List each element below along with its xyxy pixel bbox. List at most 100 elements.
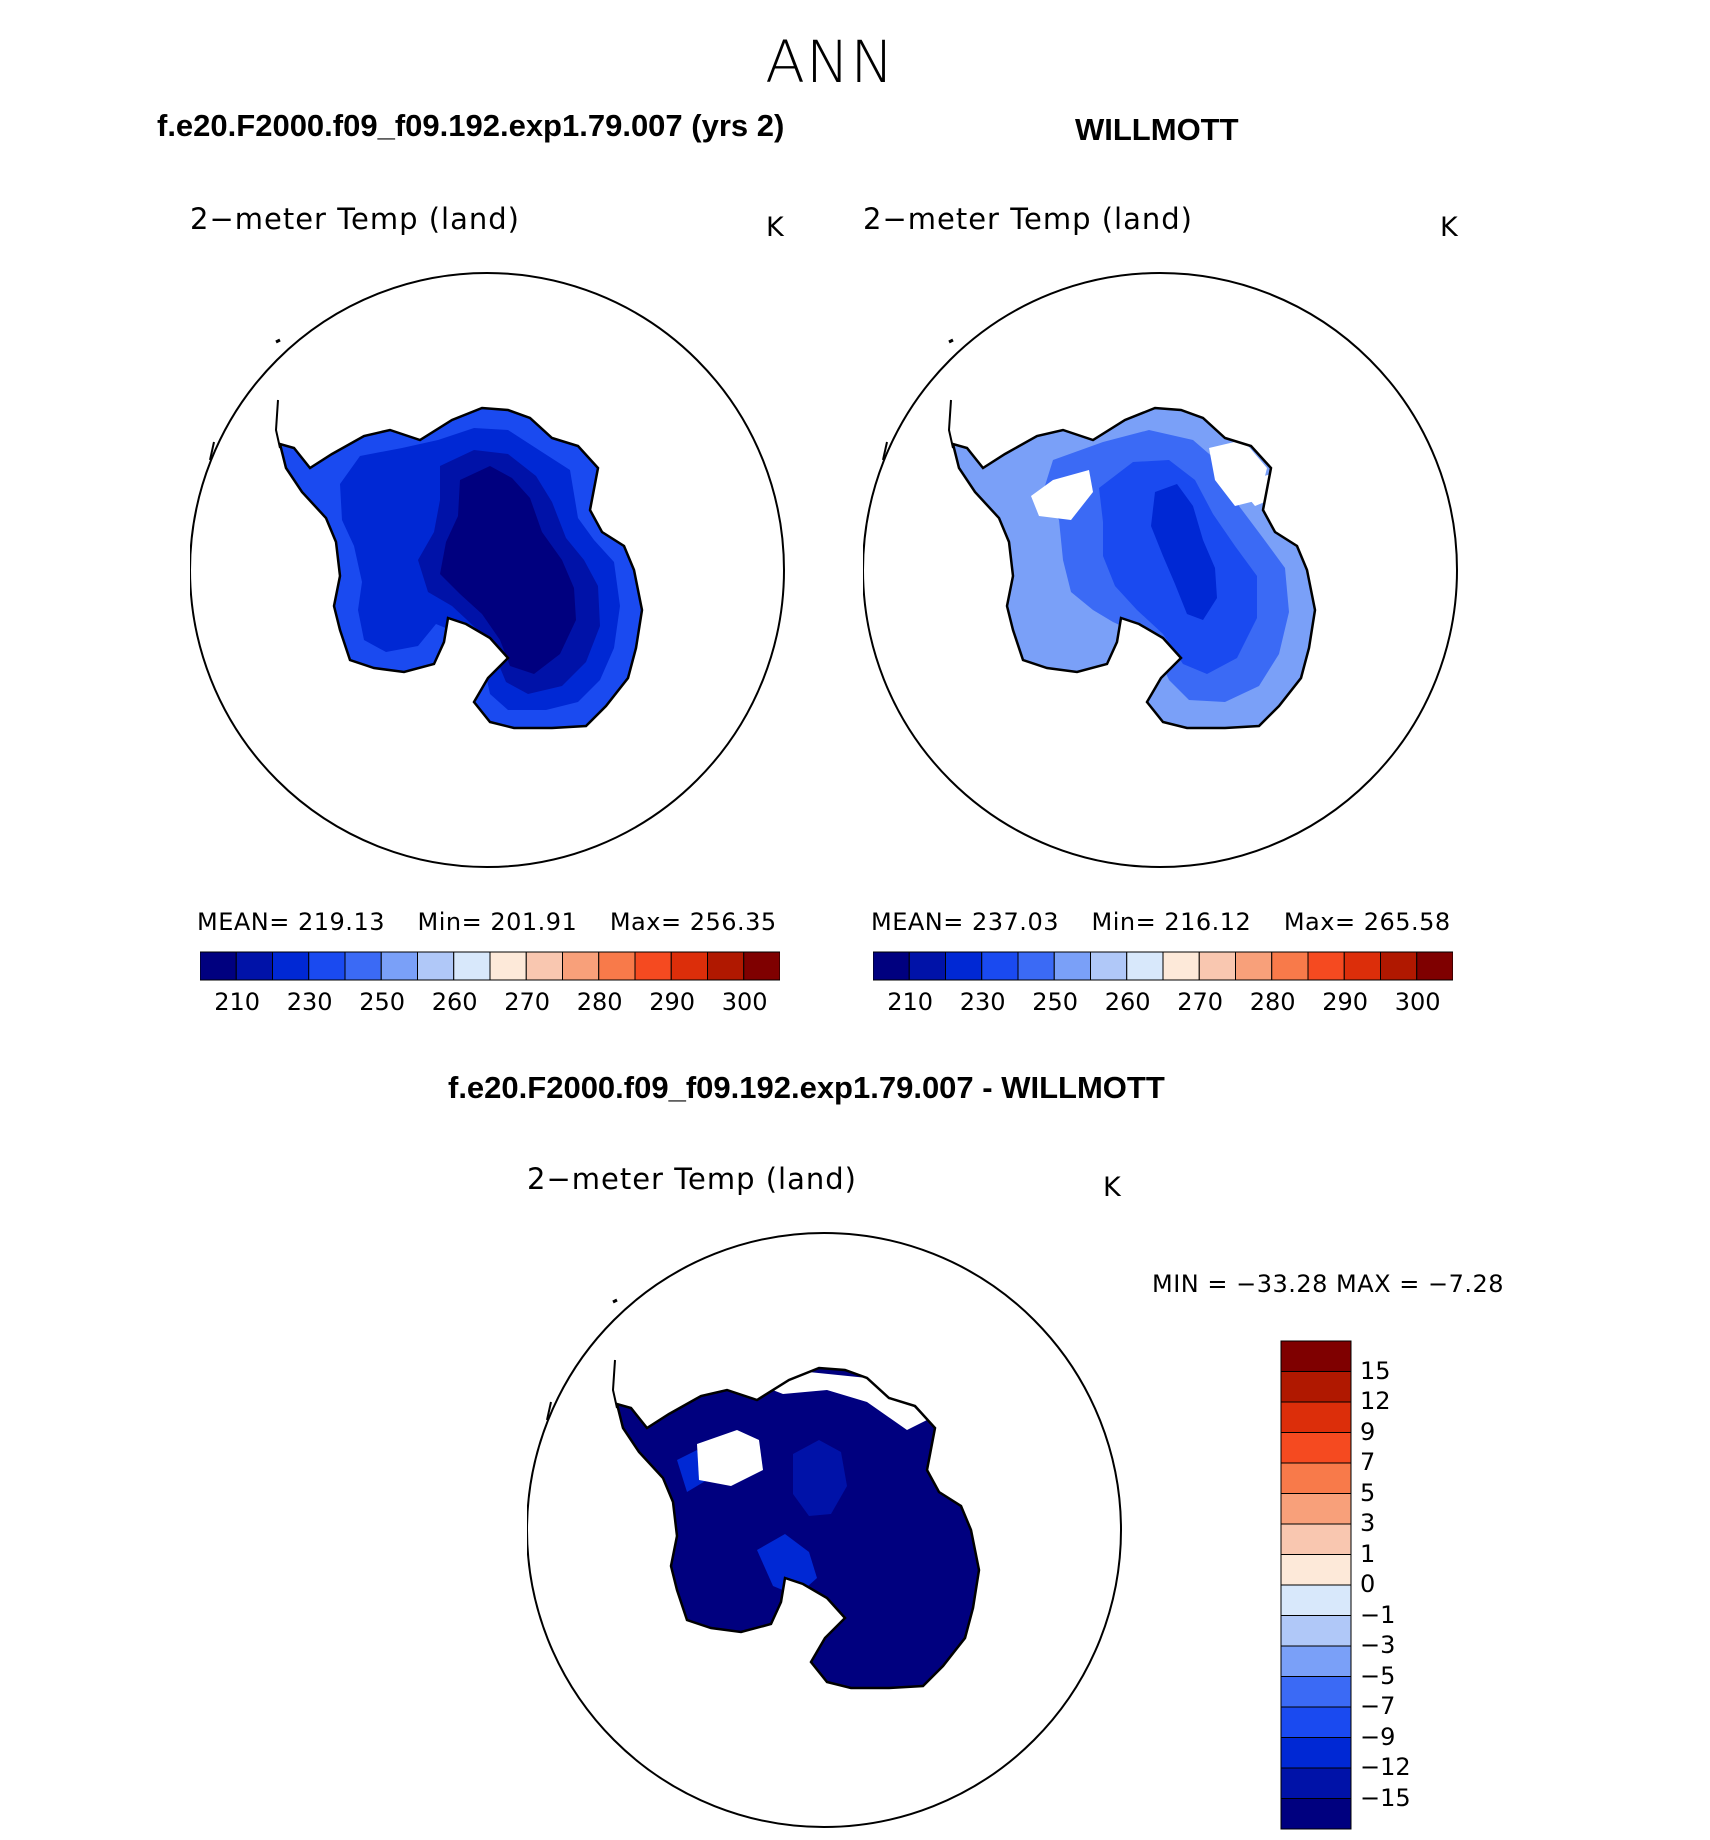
model-units: K [766,212,784,243]
model-mean-value: 219.13 [298,908,385,936]
diff-colorbar-tick-label: 3 [1360,1509,1376,1537]
model-colorbar-box-6 [417,951,455,981]
obs-colorbar-box-9 [1198,951,1236,981]
model-colorbar-box-0 [200,951,237,981]
model-colorbar-tick-label: 260 [431,988,478,1016]
obs-mean-value: 237.03 [972,908,1059,936]
model-colorbar-tick-label: 290 [649,988,696,1016]
diff-island-2 [546,1401,552,1421]
obs-colorbar [873,951,1453,981]
model-colorbar-box-12 [634,951,672,981]
model-island-2 [209,441,215,461]
diff-colorbar-box-0 [1280,1340,1352,1372]
diff-colorbar-tick-label: 0 [1360,1570,1376,1598]
obs-peninsula-coast [947,399,954,449]
model-mean-label: MEAN= [197,908,290,936]
diff-colorbar-box-2 [1280,1401,1352,1433]
diff-fill-patch [793,1440,847,1516]
diff-colorbar [1280,1340,1352,1830]
model-colorbar [200,951,780,981]
model-case-title: f.e20.F2000.f09_f09.192.exp1.79.007 (yrs… [157,108,785,143]
obs-colorbar-box-0 [873,951,910,981]
model-stats: MEAN= 219.13 Min= 201.91 Max= 256.35 [197,908,777,936]
obs-units: K [1440,212,1458,243]
obs-colorbar-tick-label: 300 [1394,988,1441,1016]
diff-colorbar-box-11 [1280,1676,1352,1708]
diff-units: K [1103,1172,1121,1203]
diff-colorbar-box-7 [1280,1554,1352,1586]
model-colorbar-box-2 [272,951,310,981]
obs-colorbar-box-10 [1235,951,1273,981]
obs-colorbar-tick-label: 210 [887,988,934,1016]
diff-colorbar-tick-label: 1 [1360,1539,1376,1568]
obs-mean-label: MEAN= [871,908,964,936]
diff-fill-edge [757,1534,817,1596]
diff-peninsula-coast [611,1359,618,1409]
obs-colorbar-box-5 [1053,951,1091,981]
diff-colorbar-box-1 [1280,1371,1352,1403]
diff-coastline [615,1366,981,1690]
diff-colorbar-ticks: 15 12 9 7 5 3 1 0 −1 −3 −5 −7 −9 −12 −15 [1352,1340,1432,1830]
diff-map [527,1232,1122,1828]
model-max-value: 256.35 [689,908,777,936]
diff-colorbar-tick-label: −9 [1360,1722,1396,1751]
obs-coastline [951,406,1317,730]
obs-min-value: 216.12 [1164,908,1252,936]
model-colorbar-box-4 [344,951,382,981]
diff-colorbar-box-13 [1280,1737,1352,1769]
model-colorbar-ticks: 210 230 250 260 270 280 290 300 [200,988,780,1018]
diff-colorbar-tick-label: −3 [1360,1631,1396,1659]
diff-colorbar-box-15 [1280,1798,1352,1830]
model-peninsula-coast [274,399,281,449]
obs-max-label: Max= [1283,908,1356,936]
obs-min-label: Min= [1091,908,1157,936]
diff-colorbar-box-6 [1280,1523,1352,1555]
obs-colorbar-box-8 [1162,951,1200,981]
obs-case-title: WILLMOTT [1075,112,1239,147]
model-variable-title: 2−meter Temp (land) [190,202,520,236]
obs-missing-region [1031,470,1093,520]
model-colorbar-tick-label: 270 [504,988,551,1016]
diff-colorbar-tick-label: −15 [1360,1783,1411,1812]
diff-minmax: MIN = −33.28 MAX = −7.28 [1152,1270,1505,1298]
diff-colorbar-box-5 [1280,1493,1352,1525]
diff-colorbar-box-9 [1280,1615,1352,1647]
diff-colorbar-tick-label: −5 [1360,1661,1396,1690]
obs-colorbar-box-14 [1380,951,1418,981]
model-colorbar-tick-label: 300 [721,988,768,1016]
model-island [275,338,281,344]
obs-colorbar-box-6 [1090,951,1128,981]
model-min-label: Min= [417,908,483,936]
diff-island [612,1298,618,1304]
obs-colorbar-tick-label: 260 [1104,988,1151,1016]
model-max-label: Max= [609,908,682,936]
model-colorbar-box-10 [562,951,600,981]
obs-colorbar-box-2 [945,951,983,981]
model-colorbar-box-13 [670,951,708,981]
diff-colorbar-box-3 [1280,1432,1352,1464]
obs-colorbar-box-3 [981,951,1019,981]
diff-colorbar-tick-label: 7 [1360,1448,1376,1476]
diff-colorbar-box-4 [1280,1462,1352,1494]
model-colorbar-box-3 [308,951,346,981]
diff-colorbar-tick-label: −1 [1360,1600,1396,1629]
obs-colorbar-box-1 [908,951,946,981]
model-fill-core [440,466,576,674]
obs-fill-core [1151,484,1217,620]
obs-colorbar-box-15 [1416,951,1453,981]
diff-colorbar-box-14 [1280,1767,1352,1799]
model-colorbar-box-11 [598,951,636,981]
model-colorbar-box-14 [707,951,745,981]
obs-colorbar-box-13 [1343,951,1381,981]
diff-colorbar-box-10 [1280,1645,1352,1677]
obs-colorbar-box-11 [1271,951,1309,981]
model-colorbar-box-9 [525,951,563,981]
model-colorbar-tick-label: 210 [214,988,261,1016]
obs-colorbar-tick-label: 290 [1322,988,1369,1016]
diff-variable-title: 2−meter Temp (land) [527,1162,857,1196]
model-colorbar-box-8 [489,951,527,981]
obs-variable-title: 2−meter Temp (land) [863,202,1193,236]
model-min-value: 201.91 [490,908,578,936]
page-title: ANN [765,28,895,96]
obs-map [863,272,1458,868]
